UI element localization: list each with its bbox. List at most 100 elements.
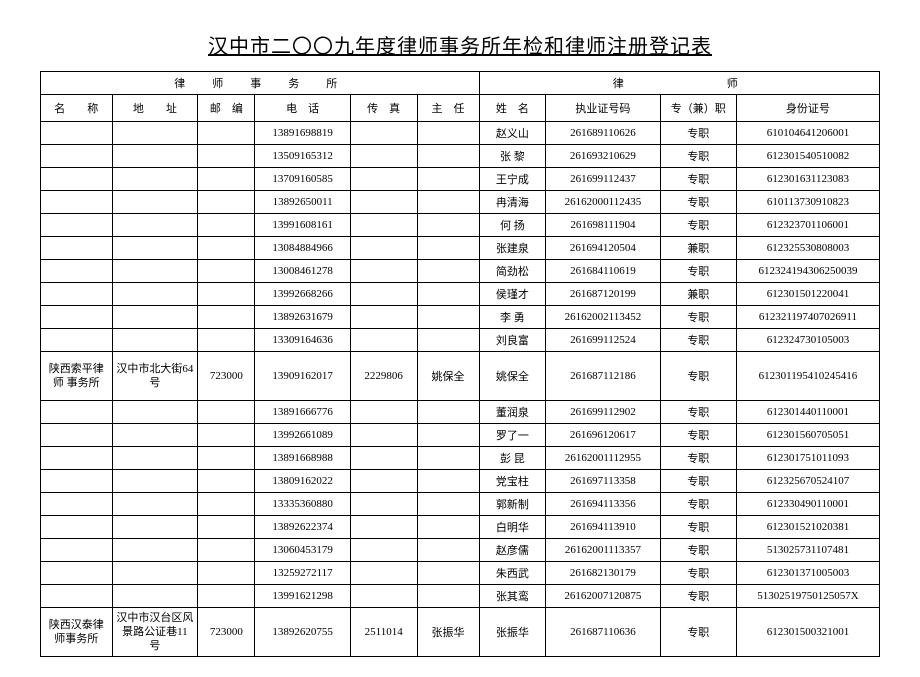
table-row: 13892631679李 勇26162002113452专职6123211974…: [41, 306, 880, 329]
cell-id: 612301501220041: [736, 283, 879, 306]
cell-job: 专职: [660, 191, 736, 214]
cell-fax: [350, 237, 417, 260]
cell-zip: [198, 145, 255, 168]
cell-id: 612301631123083: [736, 168, 879, 191]
cell-director: [417, 145, 479, 168]
cell-zip: [198, 306, 255, 329]
cell-addr: [112, 493, 198, 516]
table-row: 陕西索平律师 事务所汉中市北大街64 号72300013909162017222…: [41, 352, 880, 401]
table-row: 13992668266侯瑾才261687120199兼职612301501220…: [41, 283, 880, 306]
cell-job: 专职: [660, 424, 736, 447]
cell-license: 261682130179: [546, 562, 660, 585]
cell-director: [417, 585, 479, 608]
cell-zip: [198, 424, 255, 447]
registry-table: 律 师 事 务 所 律 师 名 称 地 址 邮 编 电 话 传 真 主 任 姓 …: [40, 71, 880, 657]
cell-license: 26162001112955: [546, 447, 660, 470]
cell-addr: [112, 214, 198, 237]
cell-license: 261689110626: [546, 122, 660, 145]
cell-license: 261699112524: [546, 329, 660, 352]
cell-zip: [198, 122, 255, 145]
table-row: 13509165312张 黎261693210629专职612301540510…: [41, 145, 880, 168]
cell-license: 261699112437: [546, 168, 660, 191]
cell-name: [41, 401, 113, 424]
col-license: 执业证号码: [546, 95, 660, 122]
cell-license: 26162001113357: [546, 539, 660, 562]
cell-name: 陕西索平律师 事务所: [41, 352, 113, 401]
cell-job: 专职: [660, 539, 736, 562]
cell-job: 兼职: [660, 283, 736, 306]
cell-fax: [350, 447, 417, 470]
cell-tel: 13892650011: [255, 191, 350, 214]
cell-zip: 723000: [198, 352, 255, 401]
cell-addr: [112, 283, 198, 306]
cell-addr: 汉中市北大街64 号: [112, 352, 198, 401]
cell-name: [41, 145, 113, 168]
table-row: 13309164636刘良富261699112524专职612324730105…: [41, 329, 880, 352]
table-row: 13992661089罗了一261696120617专职612301560705…: [41, 424, 880, 447]
cell-license: 261694113356: [546, 493, 660, 516]
cell-license: 261694120504: [546, 237, 660, 260]
cell-name: [41, 424, 113, 447]
cell-zip: [198, 237, 255, 260]
cell-id: 612301751011093: [736, 447, 879, 470]
cell-zip: [198, 191, 255, 214]
cell-addr: [112, 401, 198, 424]
cell-director: [417, 447, 479, 470]
cell-id: 612321197407026911: [736, 306, 879, 329]
col-tel: 电 话: [255, 95, 350, 122]
cell-addr: [112, 516, 198, 539]
page-title: 汉中市二〇〇九年度律师事务所年检和律师注册登记表: [40, 30, 880, 59]
cell-id: 612301371005003: [736, 562, 879, 585]
cell-job: 专职: [660, 516, 736, 539]
cell-tel: 13335360880: [255, 493, 350, 516]
col-lname: 姓 名: [479, 95, 546, 122]
cell-fax: [350, 122, 417, 145]
cell-director: [417, 122, 479, 145]
cell-fax: 2511014: [350, 608, 417, 657]
cell-director: [417, 562, 479, 585]
cell-zip: [198, 329, 255, 352]
cell-fax: [350, 516, 417, 539]
cell-id: 612301560705051: [736, 424, 879, 447]
cell-job: 专职: [660, 401, 736, 424]
cell-id: 612301521020381: [736, 516, 879, 539]
cell-director: [417, 493, 479, 516]
cell-director: [417, 539, 479, 562]
cell-director: [417, 214, 479, 237]
cell-name: [41, 168, 113, 191]
cell-addr: [112, 329, 198, 352]
cell-tel: 13891668988: [255, 447, 350, 470]
cell-job: 专职: [660, 608, 736, 657]
cell-addr: 汉中市汉台区风景路公证巷11 号: [112, 608, 198, 657]
cell-tel: 13891666776: [255, 401, 350, 424]
cell-id: 612324730105003: [736, 329, 879, 352]
cell-license: 261687110636: [546, 608, 660, 657]
cell-fax: 2229806: [350, 352, 417, 401]
cell-addr: [112, 168, 198, 191]
cell-id: 612330490110001: [736, 493, 879, 516]
cell-tel: 13060453179: [255, 539, 350, 562]
cell-lname: 郭新制: [479, 493, 546, 516]
cell-license: 261696120617: [546, 424, 660, 447]
cell-license: 26162007120875: [546, 585, 660, 608]
cell-zip: [198, 539, 255, 562]
cell-addr: [112, 447, 198, 470]
cell-zip: [198, 562, 255, 585]
column-header-row: 名 称 地 址 邮 编 电 话 传 真 主 任 姓 名 执业证号码 专（兼）职 …: [41, 95, 880, 122]
cell-name: [41, 214, 113, 237]
cell-job: 专职: [660, 145, 736, 168]
table-row: 13008461278简劲松261684110619专职612324194306…: [41, 260, 880, 283]
cell-tel: 13084884966: [255, 237, 350, 260]
cell-director: [417, 168, 479, 191]
cell-tel: 13709160585: [255, 168, 350, 191]
table-row: 陕西汉泰律师事务所汉中市汉台区风景路公证巷11 号723000138926207…: [41, 608, 880, 657]
cell-id: 612325530808003: [736, 237, 879, 260]
cell-fax: [350, 562, 417, 585]
cell-director: [417, 260, 479, 283]
cell-job: 专职: [660, 260, 736, 283]
cell-license: 261684110619: [546, 260, 660, 283]
cell-addr: [112, 306, 198, 329]
cell-tel: 13259272117: [255, 562, 350, 585]
cell-lname: 侯瑾才: [479, 283, 546, 306]
cell-id: 612301195410245416: [736, 352, 879, 401]
